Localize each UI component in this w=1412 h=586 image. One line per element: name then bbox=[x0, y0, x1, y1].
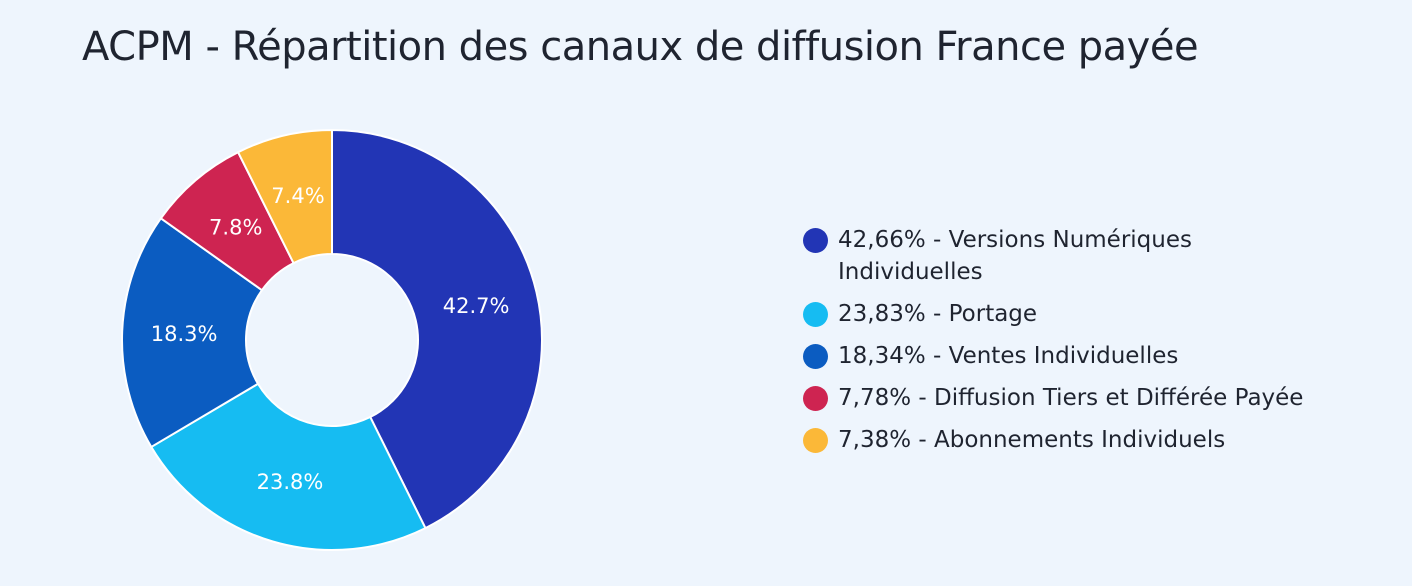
donut-slice bbox=[331, 128, 543, 530]
legend-item: 42,66% - Versions Numériques Individuell… bbox=[803, 224, 1363, 288]
legend-label: 23,83% - Portage bbox=[838, 301, 1038, 327]
slice-data-label: 7.4% bbox=[271, 184, 324, 208]
donut-slice bbox=[121, 216, 264, 449]
legend-swatch bbox=[803, 302, 828, 327]
chart-title: ACPM - Répartition des canaux de diffusi… bbox=[82, 24, 1199, 70]
donut-slice bbox=[149, 382, 427, 551]
chart-legend: 42,66% - Versions Numériques Individuell… bbox=[803, 224, 1363, 466]
legend-item: 7,78% - Diffusion Tiers et Différée Payé… bbox=[803, 382, 1363, 414]
slice-data-label: 18.3% bbox=[151, 322, 218, 346]
legend-swatch bbox=[803, 344, 828, 369]
legend-swatch bbox=[803, 386, 828, 411]
donut-slice bbox=[236, 128, 333, 265]
legend-swatch bbox=[803, 428, 828, 453]
donut-chart: 42.7% 23.8% 18.3% 7.8% 7.4% bbox=[121, 128, 543, 551]
legend-label: 7,78% - Diffusion Tiers et Différée Payé… bbox=[838, 385, 1304, 411]
legend-label: 7,38% - Abonnements Individuels bbox=[838, 427, 1226, 453]
slice-data-label: 23.8% bbox=[257, 470, 324, 494]
legend-label: 42,66% - Versions Numériques Individuell… bbox=[838, 227, 1192, 285]
slice-data-label: 42.7% bbox=[443, 294, 510, 318]
legend-swatch bbox=[803, 228, 828, 253]
legend-item: 18,34% - Ventes Individuelles bbox=[803, 340, 1363, 372]
slice-data-label: 7.8% bbox=[209, 216, 262, 240]
legend-label: 18,34% - Ventes Individuelles bbox=[838, 343, 1179, 369]
legend-item: 23,83% - Portage bbox=[803, 298, 1363, 330]
legend-item: 7,38% - Abonnements Individuels bbox=[803, 424, 1363, 456]
